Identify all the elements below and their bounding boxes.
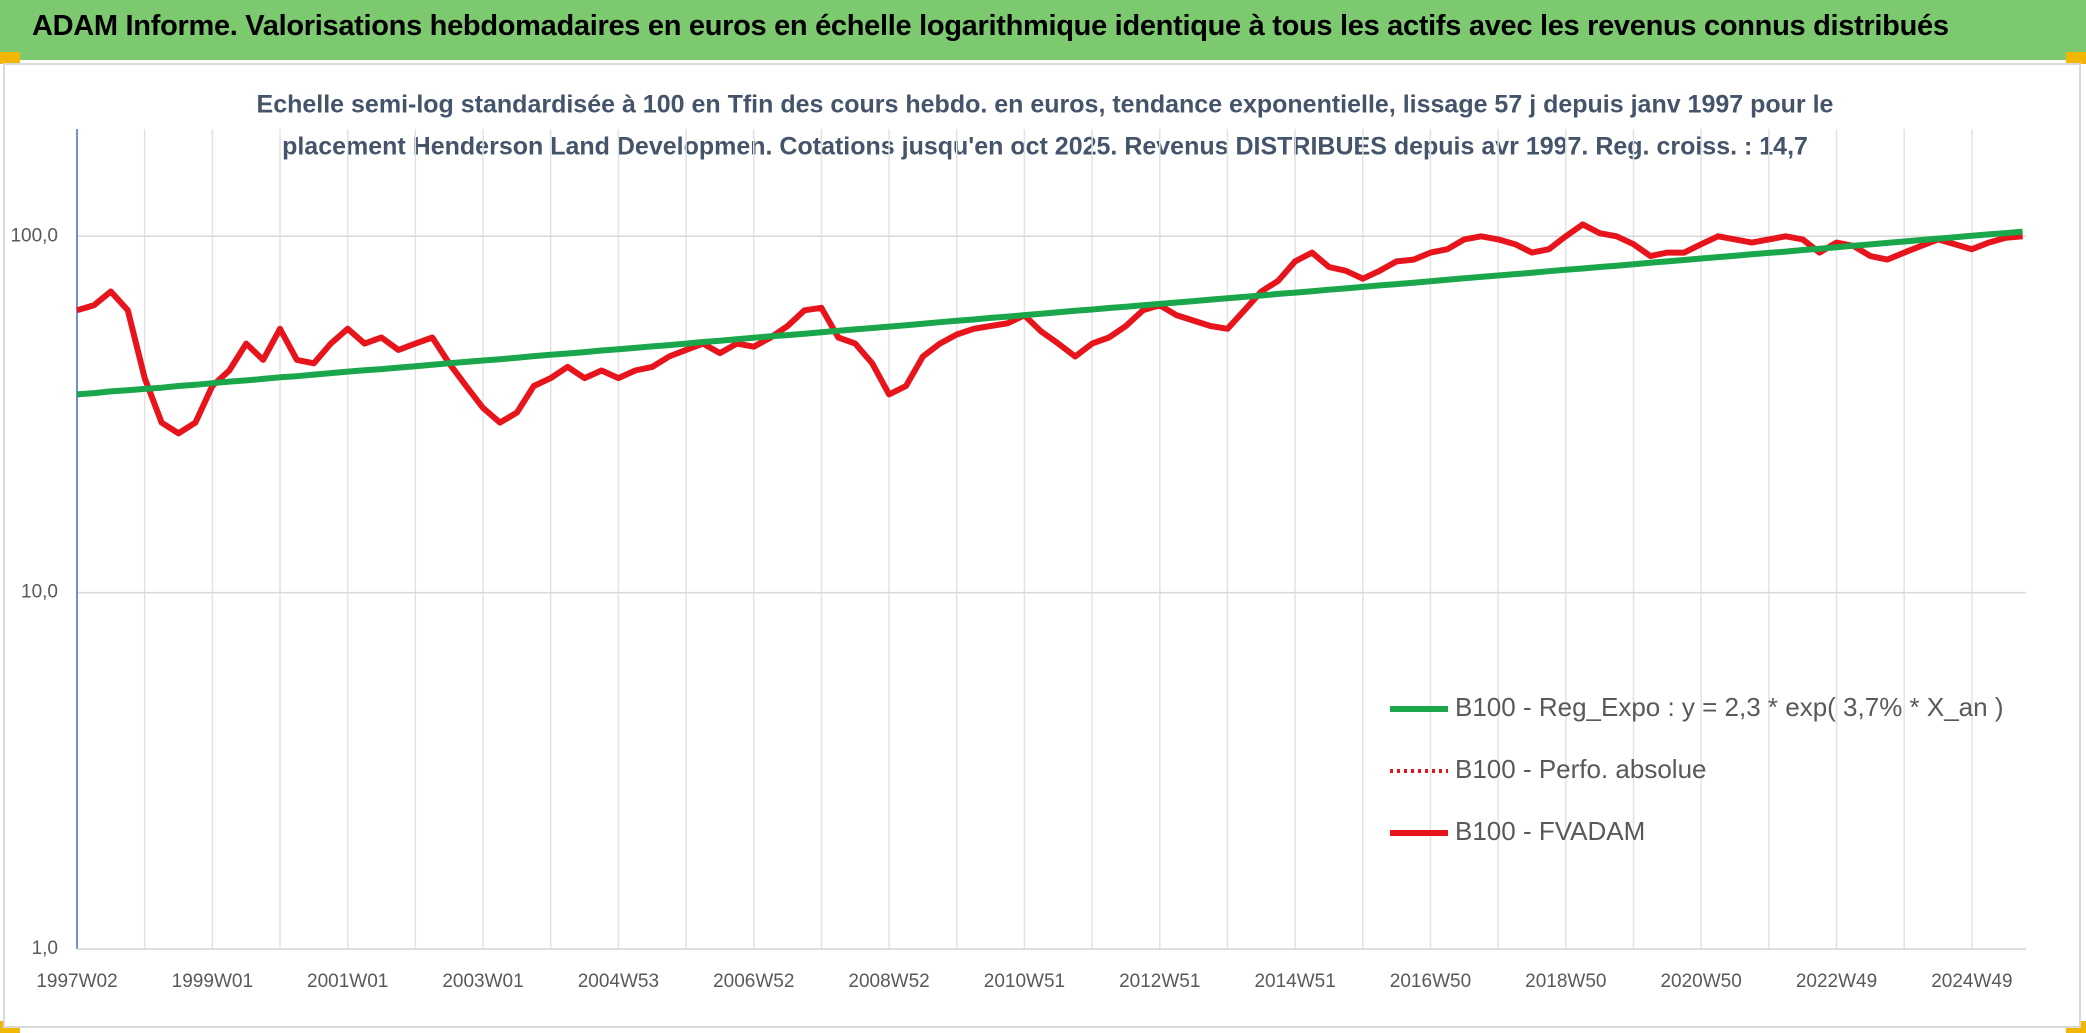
legend-label: B100 - Perfo. absolue (1455, 754, 1707, 784)
y-tick-label: 10,0 (21, 582, 58, 603)
x-tick-label: 1997W02 (36, 971, 117, 992)
x-tick-label: 2014W51 (1254, 971, 1335, 992)
legend-label: B100 - FVADAM (1455, 816, 1645, 846)
corner (2066, 52, 2086, 64)
chart: Echelle semi-log standardisée à 100 en T… (3, 63, 2081, 1028)
legend-label: B100 - Reg_Expo : y = 2,3 * exp( 3,7% * … (1455, 692, 2004, 722)
chart-title: Echelle semi-log standardisée à 100 en T… (257, 91, 1834, 119)
corner (0, 52, 20, 64)
x-tick-label: 2024W49 (1931, 971, 2012, 992)
y-tick-label: 1,0 (32, 938, 58, 959)
chart-title: placement Henderson Land Developmen. Cot… (282, 133, 1808, 161)
series-line (76, 221, 2023, 437)
x-tick-label: 2016W50 (1390, 971, 1471, 992)
banner-title: ADAM Informe. Valorisations hebdomadaire… (32, 10, 1949, 42)
banner: ADAM Informe. Valorisations hebdomadaire… (0, 0, 2086, 60)
x-tick-label: 2008W52 (848, 971, 929, 992)
x-tick-label: 2022W49 (1796, 971, 1877, 992)
x-tick-label: 2020W50 (1660, 971, 1741, 992)
series-line (76, 228, 2023, 398)
x-tick-label: 2003W01 (442, 971, 523, 992)
x-tick-label: 2018W50 (1525, 971, 1606, 992)
y-tick-label: 100,0 (10, 225, 58, 246)
x-tick-label: 2004W53 (578, 971, 659, 992)
chart-frame (3, 63, 2081, 1028)
x-tick-label: 1999W01 (172, 971, 253, 992)
x-tick-label: 2006W52 (713, 971, 794, 992)
x-tick-label: 2012W51 (1119, 971, 1200, 992)
x-tick-label: 2001W01 (307, 971, 388, 992)
x-tick-label: 2010W51 (984, 971, 1065, 992)
